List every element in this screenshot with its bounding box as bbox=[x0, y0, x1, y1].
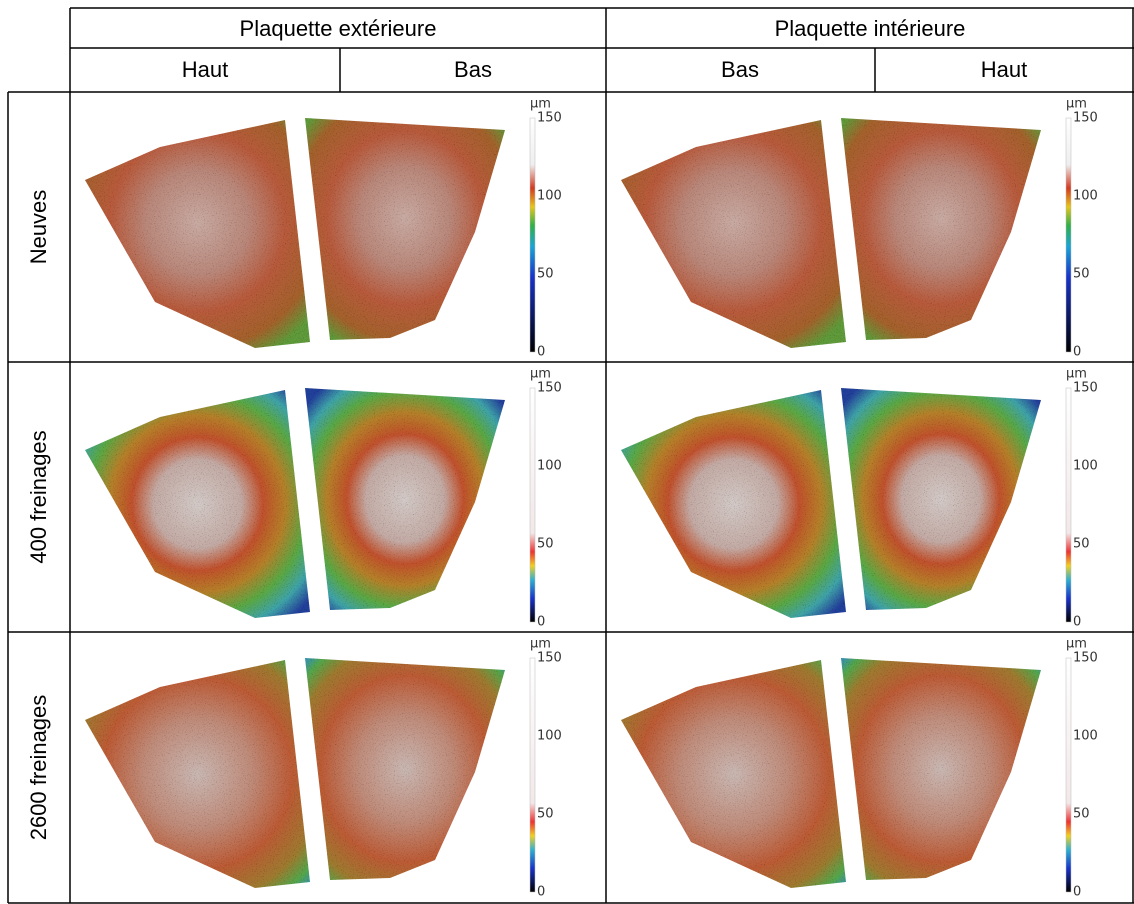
pad-map bbox=[85, 390, 310, 618]
colorbar-unit: µm bbox=[530, 367, 551, 382]
side-header: Haut bbox=[981, 57, 1027, 82]
pad-map bbox=[305, 658, 505, 880]
colorbar bbox=[529, 117, 536, 353]
colorbar-tick-label: 0 bbox=[537, 615, 545, 630]
colorbar-tick-label: 150 bbox=[537, 111, 562, 126]
colorbar-unit: µm bbox=[1066, 367, 1087, 382]
colorbar-unit: µm bbox=[1066, 97, 1087, 112]
pad-map bbox=[305, 118, 505, 340]
colorbar-tick-label: 50 bbox=[1073, 537, 1090, 552]
colorbar-tick-label: 0 bbox=[537, 345, 545, 360]
colorbar-tick-label: 100 bbox=[1073, 729, 1098, 744]
pad-scan bbox=[85, 658, 505, 888]
colorbar-tick-label: 50 bbox=[537, 267, 554, 282]
pad-scan bbox=[85, 388, 505, 618]
colorbar-unit: µm bbox=[530, 97, 551, 112]
colorbar-tick-label: 150 bbox=[537, 651, 562, 666]
pad-map bbox=[841, 658, 1041, 880]
pad-map bbox=[85, 660, 310, 888]
pad-map bbox=[841, 388, 1041, 610]
colorbar-tick-label: 0 bbox=[1073, 345, 1081, 360]
colorbar-tick-label: 50 bbox=[537, 807, 554, 822]
colorbar-tick-label: 150 bbox=[537, 381, 562, 396]
colorbar-tick-label: 100 bbox=[537, 189, 562, 204]
side-header: Haut bbox=[182, 57, 228, 82]
group-header: Plaquette intérieure bbox=[775, 16, 966, 41]
colorbar-tick-label: 0 bbox=[1073, 615, 1081, 630]
colorbar bbox=[1065, 117, 1072, 353]
colorbar-tick-label: 50 bbox=[1073, 267, 1090, 282]
pad-scan bbox=[621, 388, 1041, 618]
pad-map bbox=[85, 120, 310, 348]
pad-scan bbox=[621, 658, 1041, 888]
colorbar-tick-label: 100 bbox=[537, 459, 562, 474]
colorbar-tick-label: 50 bbox=[537, 537, 554, 552]
colorbar bbox=[529, 657, 536, 893]
pad-map bbox=[621, 660, 846, 888]
colorbar-tick-label: 150 bbox=[1073, 651, 1098, 666]
colorbar-tick-label: 150 bbox=[1073, 381, 1098, 396]
pad-scan bbox=[621, 118, 1041, 348]
side-header: Bas bbox=[721, 57, 759, 82]
colorbar-tick-label: 0 bbox=[1073, 885, 1081, 900]
side-header: Bas bbox=[454, 57, 492, 82]
colorbar-tick-label: 100 bbox=[1073, 189, 1098, 204]
row-label: 2600 freinages bbox=[26, 695, 51, 841]
colorbar-unit: µm bbox=[530, 637, 551, 652]
row-label: Neuves bbox=[26, 190, 51, 265]
pad-scan bbox=[85, 118, 505, 348]
colorbar-unit: µm bbox=[1066, 637, 1087, 652]
pad-map bbox=[305, 388, 505, 610]
pad-map bbox=[621, 120, 846, 348]
colorbar-tick-label: 100 bbox=[1073, 459, 1098, 474]
colorbar bbox=[1065, 387, 1072, 623]
pad-map bbox=[621, 390, 846, 618]
colorbar-tick-label: 50 bbox=[1073, 807, 1090, 822]
colorbar bbox=[1065, 657, 1072, 893]
pad-map bbox=[841, 118, 1041, 340]
colorbar-tick-label: 100 bbox=[537, 729, 562, 744]
colorbar bbox=[529, 387, 536, 623]
group-header: Plaquette extérieure bbox=[240, 16, 437, 41]
colorbar-tick-label: 150 bbox=[1073, 111, 1098, 126]
colorbar-tick-label: 0 bbox=[537, 885, 545, 900]
row-label: 400 freinages bbox=[26, 430, 51, 563]
